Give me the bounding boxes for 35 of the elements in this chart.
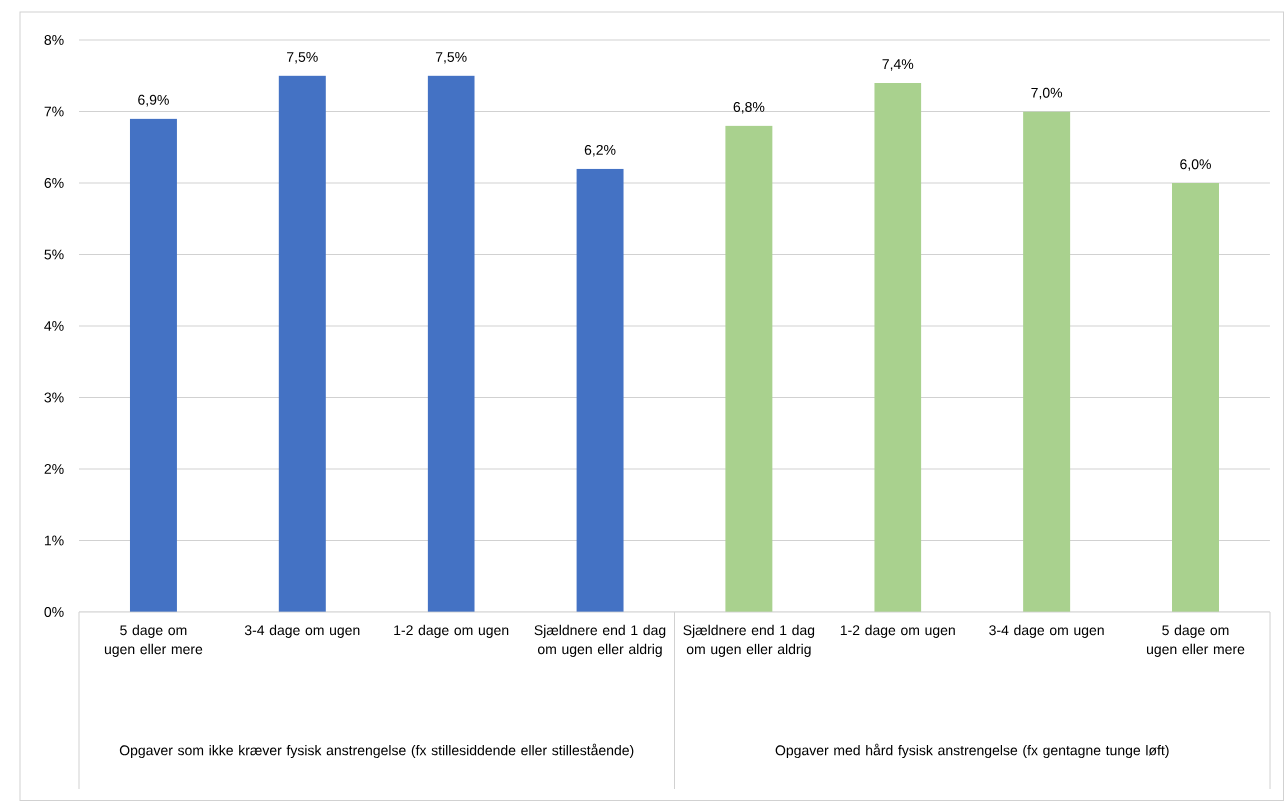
y-tick-label: 5% bbox=[44, 249, 64, 260]
y-tick-label: 4% bbox=[44, 321, 64, 331]
bar bbox=[427, 75, 475, 612]
y-tick-label: 6% bbox=[44, 178, 64, 188]
y-tick-label: 8% bbox=[44, 35, 64, 45]
data-label: 7,0% bbox=[1031, 87, 1063, 100]
x-tick-label: 5 dage om ugen eller mere bbox=[1146, 624, 1245, 657]
text: Opgaver som ikke kræver fysisk anstrengelse (fx stillesiddende eller stillestående) bbox=[119, 743, 634, 759]
x-tick-label: 3-4 dage om ugen bbox=[244, 624, 360, 638]
y-tick-label: 1% bbox=[44, 535, 64, 546]
y-tick-label: 0% bbox=[44, 607, 64, 617]
bar bbox=[278, 75, 326, 612]
data-label: 6,0% bbox=[1180, 159, 1211, 171]
x-tick-label: Sjældnere end 1 dag om ugen eller aldrig bbox=[683, 624, 815, 657]
y-tick-label: 7% bbox=[44, 106, 64, 117]
x-tick-label: 5 dage om ugen eller mere bbox=[104, 624, 203, 657]
bar bbox=[129, 118, 177, 612]
bar bbox=[1172, 183, 1219, 612]
data-label: 6,8% bbox=[733, 102, 765, 114]
x-tick-label: Sjældnere end 1 dag om ugen eller aldrig bbox=[534, 624, 666, 657]
bar bbox=[874, 82, 922, 612]
bar bbox=[725, 125, 773, 612]
data-label: 7,5% bbox=[287, 52, 318, 64]
bar bbox=[1023, 111, 1071, 612]
data-label: 6,2% bbox=[584, 144, 616, 157]
y-tick-label: 2% bbox=[44, 464, 64, 474]
data-label: 6,9% bbox=[138, 94, 169, 107]
data-label: 7,5% bbox=[435, 52, 467, 64]
bar bbox=[576, 168, 624, 612]
x-tick-label: 1-2 dage om ugen bbox=[394, 624, 509, 638]
x-tick-label: 1-2 dage om ugen bbox=[840, 624, 955, 638]
text: Opgaver med hård fysisk anstrengelse (fx gentagne tunge løft) bbox=[775, 743, 1169, 759]
data-label: 7,4% bbox=[882, 59, 914, 71]
x-tick-label: 3-4 dage om ugen bbox=[989, 624, 1104, 638]
y-tick-label: 3% bbox=[44, 392, 64, 403]
